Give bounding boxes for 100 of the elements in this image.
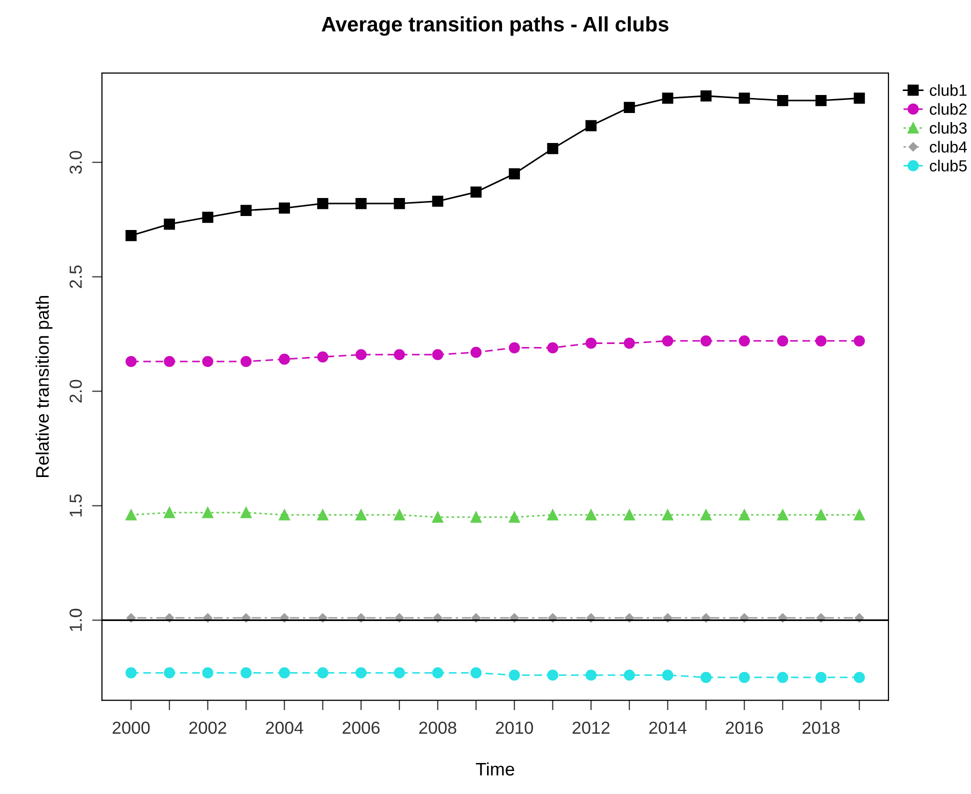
point [508,670,520,681]
point [508,342,520,354]
point [815,509,827,520]
point [700,335,712,346]
point [508,512,520,523]
point [777,672,788,683]
x-tick-label: 2010 [496,722,534,734]
point [278,354,290,365]
y-tick-label: 1.5 [70,494,82,516]
x-tick-label: 2000 [112,722,150,734]
point [126,509,137,520]
point [432,667,444,678]
point [317,667,328,678]
point [432,349,444,360]
legend-label: club4 [930,140,967,153]
point [547,342,558,354]
point [164,218,175,230]
point [624,338,635,349]
point [815,335,827,346]
point [126,230,137,242]
point [815,672,827,683]
point [777,509,788,520]
y-tick-label: 2.0 [70,380,82,402]
point [547,143,558,154]
x-tick-label: 2014 [649,722,686,734]
y-axis-title: Relative transition path [36,296,52,478]
point [470,346,482,358]
point [394,198,405,210]
point [624,509,635,520]
y-tick-label: 1.0 [70,608,82,631]
point [432,512,444,523]
point [738,509,750,520]
point [854,92,865,104]
x-tick-label: 2012 [572,722,610,734]
point [202,212,214,223]
x-tick-label: 2004 [266,722,304,734]
chart-title: Average transition paths - All clubs [322,16,668,36]
point [317,509,328,520]
x-axis-title: Time [476,762,514,776]
point [240,667,252,678]
point [202,667,214,678]
point [202,507,214,518]
point [470,667,482,678]
point [854,509,865,520]
x-tick-label: 2016 [726,722,763,734]
point [202,356,214,368]
point [585,120,597,132]
point [432,196,444,207]
point [854,672,865,683]
y-tick-label: 2.5 [70,265,82,288]
point [700,509,712,520]
point [738,92,750,104]
point [356,667,367,678]
point [777,94,788,106]
legend-label: club3 [930,122,967,134]
point [508,168,520,180]
x-tick-label: 2008 [419,722,456,734]
point [240,204,252,216]
point [547,670,558,681]
point [278,202,290,214]
point [662,92,674,104]
point [470,186,482,198]
point [585,509,597,520]
point [164,356,175,368]
legend-label: club2 [930,103,967,115]
point [356,509,367,520]
point [700,90,712,102]
point [585,338,597,349]
point [394,667,405,678]
point [394,349,405,360]
point [317,351,328,362]
y-tick-label: 3.0 [70,150,82,174]
legend-label: club5 [930,160,967,172]
point [815,94,827,106]
point [240,507,252,518]
point [662,670,674,681]
point [624,102,635,113]
point [356,349,367,360]
x-tick-label: 2006 [342,722,380,734]
point [662,335,674,346]
point [356,198,367,210]
point [738,672,750,683]
point [662,509,674,520]
point [317,198,328,210]
point [126,667,137,678]
point [278,509,290,520]
point [777,335,788,346]
point [624,670,635,681]
point [394,509,405,520]
point [854,335,865,346]
point [547,509,558,520]
legend-label: club1 [930,84,967,96]
point [164,507,175,518]
point [164,667,175,678]
x-tick-label: 2002 [189,722,226,734]
point [240,356,252,368]
x-tick-label: 2018 [802,722,840,734]
point [700,672,712,683]
point [738,335,750,346]
point [126,356,137,368]
